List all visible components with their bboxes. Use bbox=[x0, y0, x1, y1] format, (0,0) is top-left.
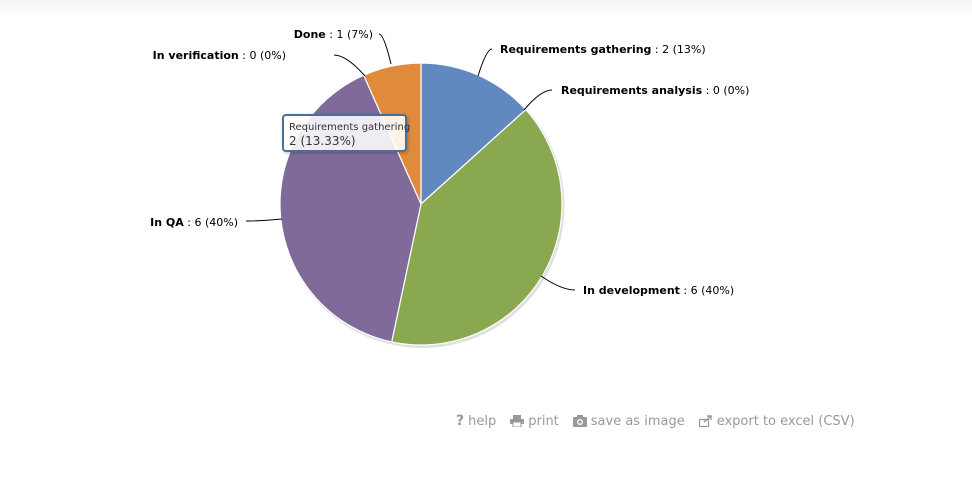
slice-label-name: Requirements gathering bbox=[500, 43, 651, 56]
slice-label-in-verification: In verification : 0 (0%) bbox=[153, 49, 286, 62]
help-icon: ? bbox=[456, 413, 465, 429]
slice-label-in-qa: In QA : 6 (40%) bbox=[150, 216, 238, 229]
slice-label-name: In development bbox=[583, 284, 680, 297]
slice-label-value: : 0 (0%) bbox=[702, 84, 749, 97]
slice-label-value: : 2 (13%) bbox=[651, 43, 705, 56]
slice-label-requirements-gathering: Requirements gathering : 2 (13%) bbox=[500, 43, 706, 56]
print-label: print bbox=[528, 413, 559, 429]
export-icon bbox=[698, 415, 713, 427]
label-connector-in-verification bbox=[333, 54, 366, 77]
slice-label-value: : 6 (40%) bbox=[680, 284, 734, 297]
label-connector-done bbox=[378, 33, 392, 65]
pie-slice-in-development[interactable] bbox=[391, 109, 563, 346]
save-image-link[interactable]: save as image bbox=[572, 413, 685, 429]
slice-label-done: Done : 1 (7%) bbox=[294, 28, 373, 41]
slice-label-value: : 0 (0%) bbox=[239, 49, 286, 62]
help-link[interactable]: ? help bbox=[456, 413, 496, 429]
top-band bbox=[0, 0, 972, 20]
label-connector-in-development bbox=[540, 275, 576, 291]
print-icon bbox=[510, 415, 525, 427]
slice-label-name: In verification bbox=[153, 49, 239, 62]
slice-label-name: In QA bbox=[150, 216, 184, 229]
slice-label-name: Done bbox=[294, 28, 326, 41]
slice-label-in-development: In development : 6 (40%) bbox=[583, 284, 734, 297]
pie-chart: Requirements gathering : 2 (13%)Requirem… bbox=[150, 28, 749, 348]
tooltip-value: 2 (13.33%) bbox=[289, 134, 356, 148]
slice-label-value: : 1 (7%) bbox=[326, 28, 373, 41]
chart-tooltip: Requirements gathering 2 (13.33%) bbox=[282, 114, 411, 152]
label-connector-in-qa bbox=[245, 218, 283, 222]
label-connector-requirements-gathering bbox=[477, 48, 493, 77]
export-csv-label: export to excel (CSV) bbox=[716, 413, 855, 429]
slice-label-requirements-analysis: Requirements analysis : 0 (0%) bbox=[561, 84, 749, 97]
help-label: help bbox=[468, 413, 497, 429]
label-connector-requirements-analysis bbox=[523, 89, 553, 111]
slice-label-name: Requirements analysis bbox=[561, 84, 703, 97]
chart-actions: ? help print save as image bbox=[456, 412, 855, 430]
tooltip-series-name: Requirements gathering bbox=[289, 122, 411, 133]
print-link[interactable]: print bbox=[510, 414, 559, 429]
save-image-label: save as image bbox=[590, 413, 685, 429]
export-csv-link[interactable]: export to excel (CSV) bbox=[698, 413, 855, 429]
slice-label-value: : 6 (40%) bbox=[184, 216, 238, 229]
camera-icon bbox=[572, 415, 587, 427]
